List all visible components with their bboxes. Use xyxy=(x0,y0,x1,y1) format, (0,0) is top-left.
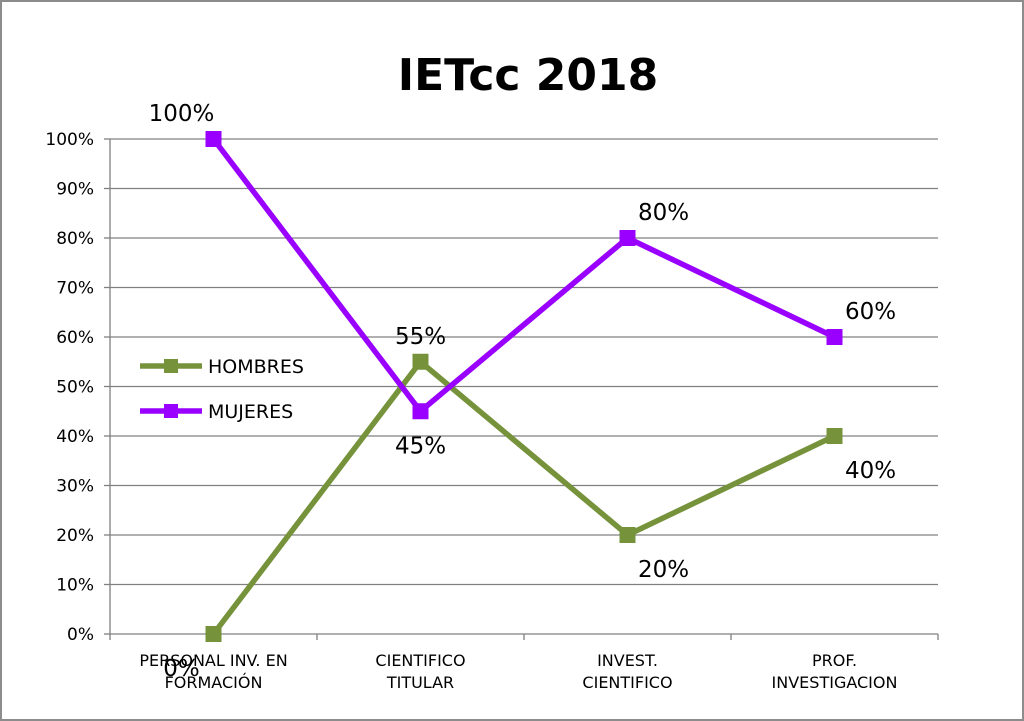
y-tick-label: 100% xyxy=(45,130,94,150)
data-label: 100% xyxy=(149,101,215,127)
data-labels: 0% 55% 20% 40% 100% 45% 80% 60% xyxy=(149,101,896,682)
data-point-mujeres xyxy=(412,403,429,420)
data-point-mujeres xyxy=(826,329,843,345)
legend-label: HOMBRES xyxy=(208,356,304,378)
y-tick-label: 40% xyxy=(56,427,94,447)
legend-marker-hombres xyxy=(164,359,178,373)
x-tick-label: PERSONAL INV. EN FORMACIÓN xyxy=(139,651,287,692)
legend-marker-mujeres xyxy=(164,404,178,418)
data-label: 55% xyxy=(395,324,446,350)
data-label: 40% xyxy=(845,458,896,484)
data-point-hombres xyxy=(205,626,222,642)
x-tick-label: INVEST. CIENTIFICO xyxy=(582,651,672,692)
legend-label: MUJERES xyxy=(208,401,293,423)
chart-title: IETcc 2018 xyxy=(398,50,659,101)
y-tick-label: 0% xyxy=(67,625,94,645)
y-tick-label: 50% xyxy=(56,378,94,398)
data-point-hombres xyxy=(412,353,429,370)
y-tick-label: 80% xyxy=(56,229,94,249)
x-tick-label: PROF. INVESTIGACION xyxy=(772,651,898,692)
data-label: 45% xyxy=(395,433,446,459)
data-label: 0% xyxy=(163,656,200,682)
data-point-mujeres xyxy=(205,131,222,147)
gridlines xyxy=(110,138,938,635)
data-label: 20% xyxy=(638,557,689,583)
data-label: 60% xyxy=(845,299,896,325)
y-tick-label: 60% xyxy=(56,328,94,348)
legend: HOMBRES MUJERES xyxy=(140,356,304,423)
y-tick-label: 20% xyxy=(56,526,94,546)
series-line-hombres xyxy=(211,359,836,636)
axes: 0% 10% 20% 30% 40% 50% 60% 70% 80% 90% 100% PERSONA… xyxy=(45,130,939,692)
series-lines xyxy=(205,131,843,642)
data-point-mujeres xyxy=(619,230,636,246)
y-tick-label: 90% xyxy=(56,180,94,200)
y-tick-label: 70% xyxy=(56,279,94,299)
y-tick-label: 30% xyxy=(56,477,94,497)
x-tick-label: CIENTIFICO TITULAR xyxy=(375,651,465,692)
data-label: 80% xyxy=(638,200,689,226)
series-line-mujeres xyxy=(211,137,836,414)
y-tick-label: 10% xyxy=(56,576,94,596)
data-point-hombres xyxy=(619,527,636,543)
data-point-hombres xyxy=(826,428,843,444)
